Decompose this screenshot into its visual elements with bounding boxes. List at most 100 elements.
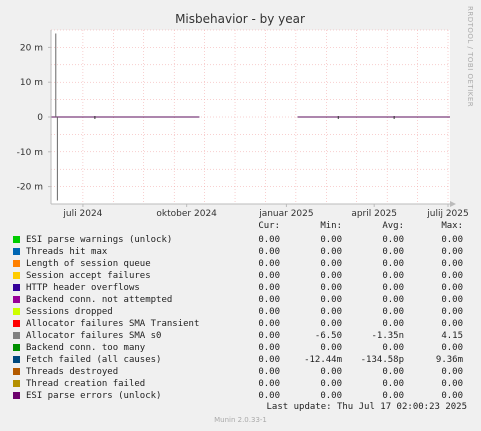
legend-cur: 0.00 (258, 355, 280, 365)
legend-avg: 0.00 (382, 271, 404, 281)
legend-swatch (13, 368, 20, 375)
legend-avg: 0.00 (382, 307, 404, 317)
legend-min: 0.00 (320, 307, 342, 317)
munin-version: Munin 2.0.33-1 (214, 416, 267, 424)
legend-max: 0.00 (441, 235, 463, 245)
legend-cur: 0.00 (258, 247, 280, 257)
x-axis: juli 2024 oktober 2024 januar 2025 april 20… (62, 204, 469, 219)
legend-avg: 0.00 (382, 379, 404, 389)
legend-swatch (13, 392, 20, 399)
legend-max: 0.00 (441, 319, 463, 329)
y-tick-label: -20 m (17, 183, 43, 193)
legend-avg: 0.00 (382, 367, 404, 377)
legend-label: Session accept failures (26, 271, 151, 281)
legend-max: 0.00 (441, 259, 463, 269)
legend-avg: 0.00 (382, 343, 404, 353)
legend-swatch (13, 380, 20, 387)
chart: Misbehavior - by year 20 m 10 m 0 -10 m -20 … (17, 12, 469, 219)
y-axis: 20 m 10 m 0 -10 m -20 m (17, 43, 51, 193)
legend-row: Threads destroyed 0.00 0.00 0.00 0.00 (0, 366, 481, 378)
legend-row: Backend conn. too many 0.00 0.00 0.00 0.00 (0, 342, 481, 354)
legend-label: Threads destroyed (26, 367, 119, 377)
legend-min: -6.50 (314, 331, 342, 341)
x-axis-arrow (450, 201, 456, 207)
legend-row: Session accept failures 0.00 0.00 0.00 0.00 (0, 270, 481, 282)
legend-row: Allocator failures SMA Transient 0.00 0.00… (0, 318, 481, 330)
legend-min: 0.00 (320, 367, 342, 377)
legend-row: Backend conn. not attempted 0.00 0.00 0.00 0… (0, 294, 481, 306)
x-tick-label: oktober 2024 (156, 209, 217, 219)
legend-cur: 0.00 (258, 367, 280, 377)
legend-row: Sessions dropped 0.00 0.00 0.00 0.00 (0, 306, 481, 318)
legend-label: Thread creation failed (26, 379, 146, 389)
legend-avg: -1.35n (371, 331, 404, 341)
legend-avg: 0.00 (382, 247, 404, 257)
legend-cur: 0.00 (258, 319, 280, 329)
legend-max: 0.00 (441, 367, 463, 377)
legend-cur: 0.00 (258, 259, 280, 269)
legend-header-avg: Avg: (382, 221, 404, 231)
legend-min: 0.00 (320, 379, 342, 389)
legend-max: 4.15 (441, 331, 463, 341)
legend-cur: 0.00 (258, 235, 280, 245)
x-tick-label: julij 2025 (426, 209, 468, 219)
legend-swatch (13, 320, 20, 327)
legend-swatch (13, 296, 20, 303)
legend-cur: 0.00 (258, 379, 280, 389)
legend-max: 0.00 (441, 343, 463, 353)
y-tick-label: 0 (37, 113, 43, 123)
legend-max: 0.00 (441, 295, 463, 305)
legend-label: Sessions dropped (26, 307, 113, 317)
legend-max: 0.00 (441, 379, 463, 389)
legend-label: HTTP header overflows (26, 283, 140, 293)
legend-cur: 0.00 (258, 271, 280, 281)
legend-swatch (13, 260, 20, 267)
legend-row: Thread creation failed 0.00 0.00 0.00 0.00 (0, 378, 481, 390)
legend-cur: 0.00 (258, 391, 280, 401)
legend-cur: 0.00 (258, 295, 280, 305)
legend-min: 0.00 (320, 295, 342, 305)
legend-header: Cur: Min: Avg: Max: (0, 220, 481, 232)
legend-min: 0.00 (320, 247, 342, 257)
legend-row: Allocator failures SMA s0 0.00 -6.50 -1.35n… (0, 330, 481, 342)
legend-header-cur: Cur: (258, 221, 280, 231)
legend-min: -12.44m (304, 355, 342, 365)
y-tick-label: -10 m (17, 148, 43, 158)
legend-header-max: Max: (441, 221, 463, 231)
x-tick-label: april 2025 (351, 209, 397, 219)
legend-avg: 0.00 (382, 259, 404, 269)
legend-label: Fetch failed (all causes) (26, 355, 162, 365)
legend-label: ESI parse warnings (unlock) (26, 235, 173, 245)
legend-min: 0.00 (320, 343, 342, 353)
legend-avg: 0.00 (382, 283, 404, 293)
legend-min: 0.00 (320, 283, 342, 293)
legend-cur: 0.00 (258, 283, 280, 293)
legend-max: 0.00 (441, 391, 463, 401)
legend-label: Backend conn. not attempted (26, 295, 173, 305)
x-tick-label: januar 2025 (258, 209, 313, 219)
legend-avg: 0.00 (382, 319, 404, 329)
legend-swatch (13, 248, 20, 255)
y-tick-label: 20 m (20, 43, 43, 53)
legend-swatch (13, 236, 20, 243)
legend-swatch (13, 344, 20, 351)
rrdtool-credit: RRDTOOL / TOBI OETIKER (466, 6, 474, 108)
legend-row: Threads hit max 0.00 0.00 0.00 0.00 (0, 246, 481, 258)
last-update: Last update: Thu Jul 17 02:00:23 2025 (266, 402, 467, 412)
legend-label: Allocator failures SMA Transient (26, 319, 200, 329)
legend-swatch (13, 356, 20, 363)
legend-swatch (13, 284, 20, 291)
legend-min: 0.00 (320, 271, 342, 281)
legend-min: 0.00 (320, 235, 342, 245)
legend-label: Backend conn. too many (26, 343, 146, 353)
x-tick-label: juli 2024 (62, 209, 102, 219)
legend-row: Fetch failed (all causes) 0.00 -12.44m -134… (0, 354, 481, 366)
legend-avg: 0.00 (382, 235, 404, 245)
legend-avg: -134.58p (360, 355, 404, 365)
legend-min: 0.00 (320, 391, 342, 401)
legend-cur: 0.00 (258, 331, 280, 341)
legend-avg: 0.00 (382, 391, 404, 401)
legend-max: 0.00 (441, 283, 463, 293)
legend-label: Length of session queue (26, 259, 151, 269)
legend-row: ESI parse errors (unlock) 0.00 0.00 0.00 0.0… (0, 390, 481, 402)
